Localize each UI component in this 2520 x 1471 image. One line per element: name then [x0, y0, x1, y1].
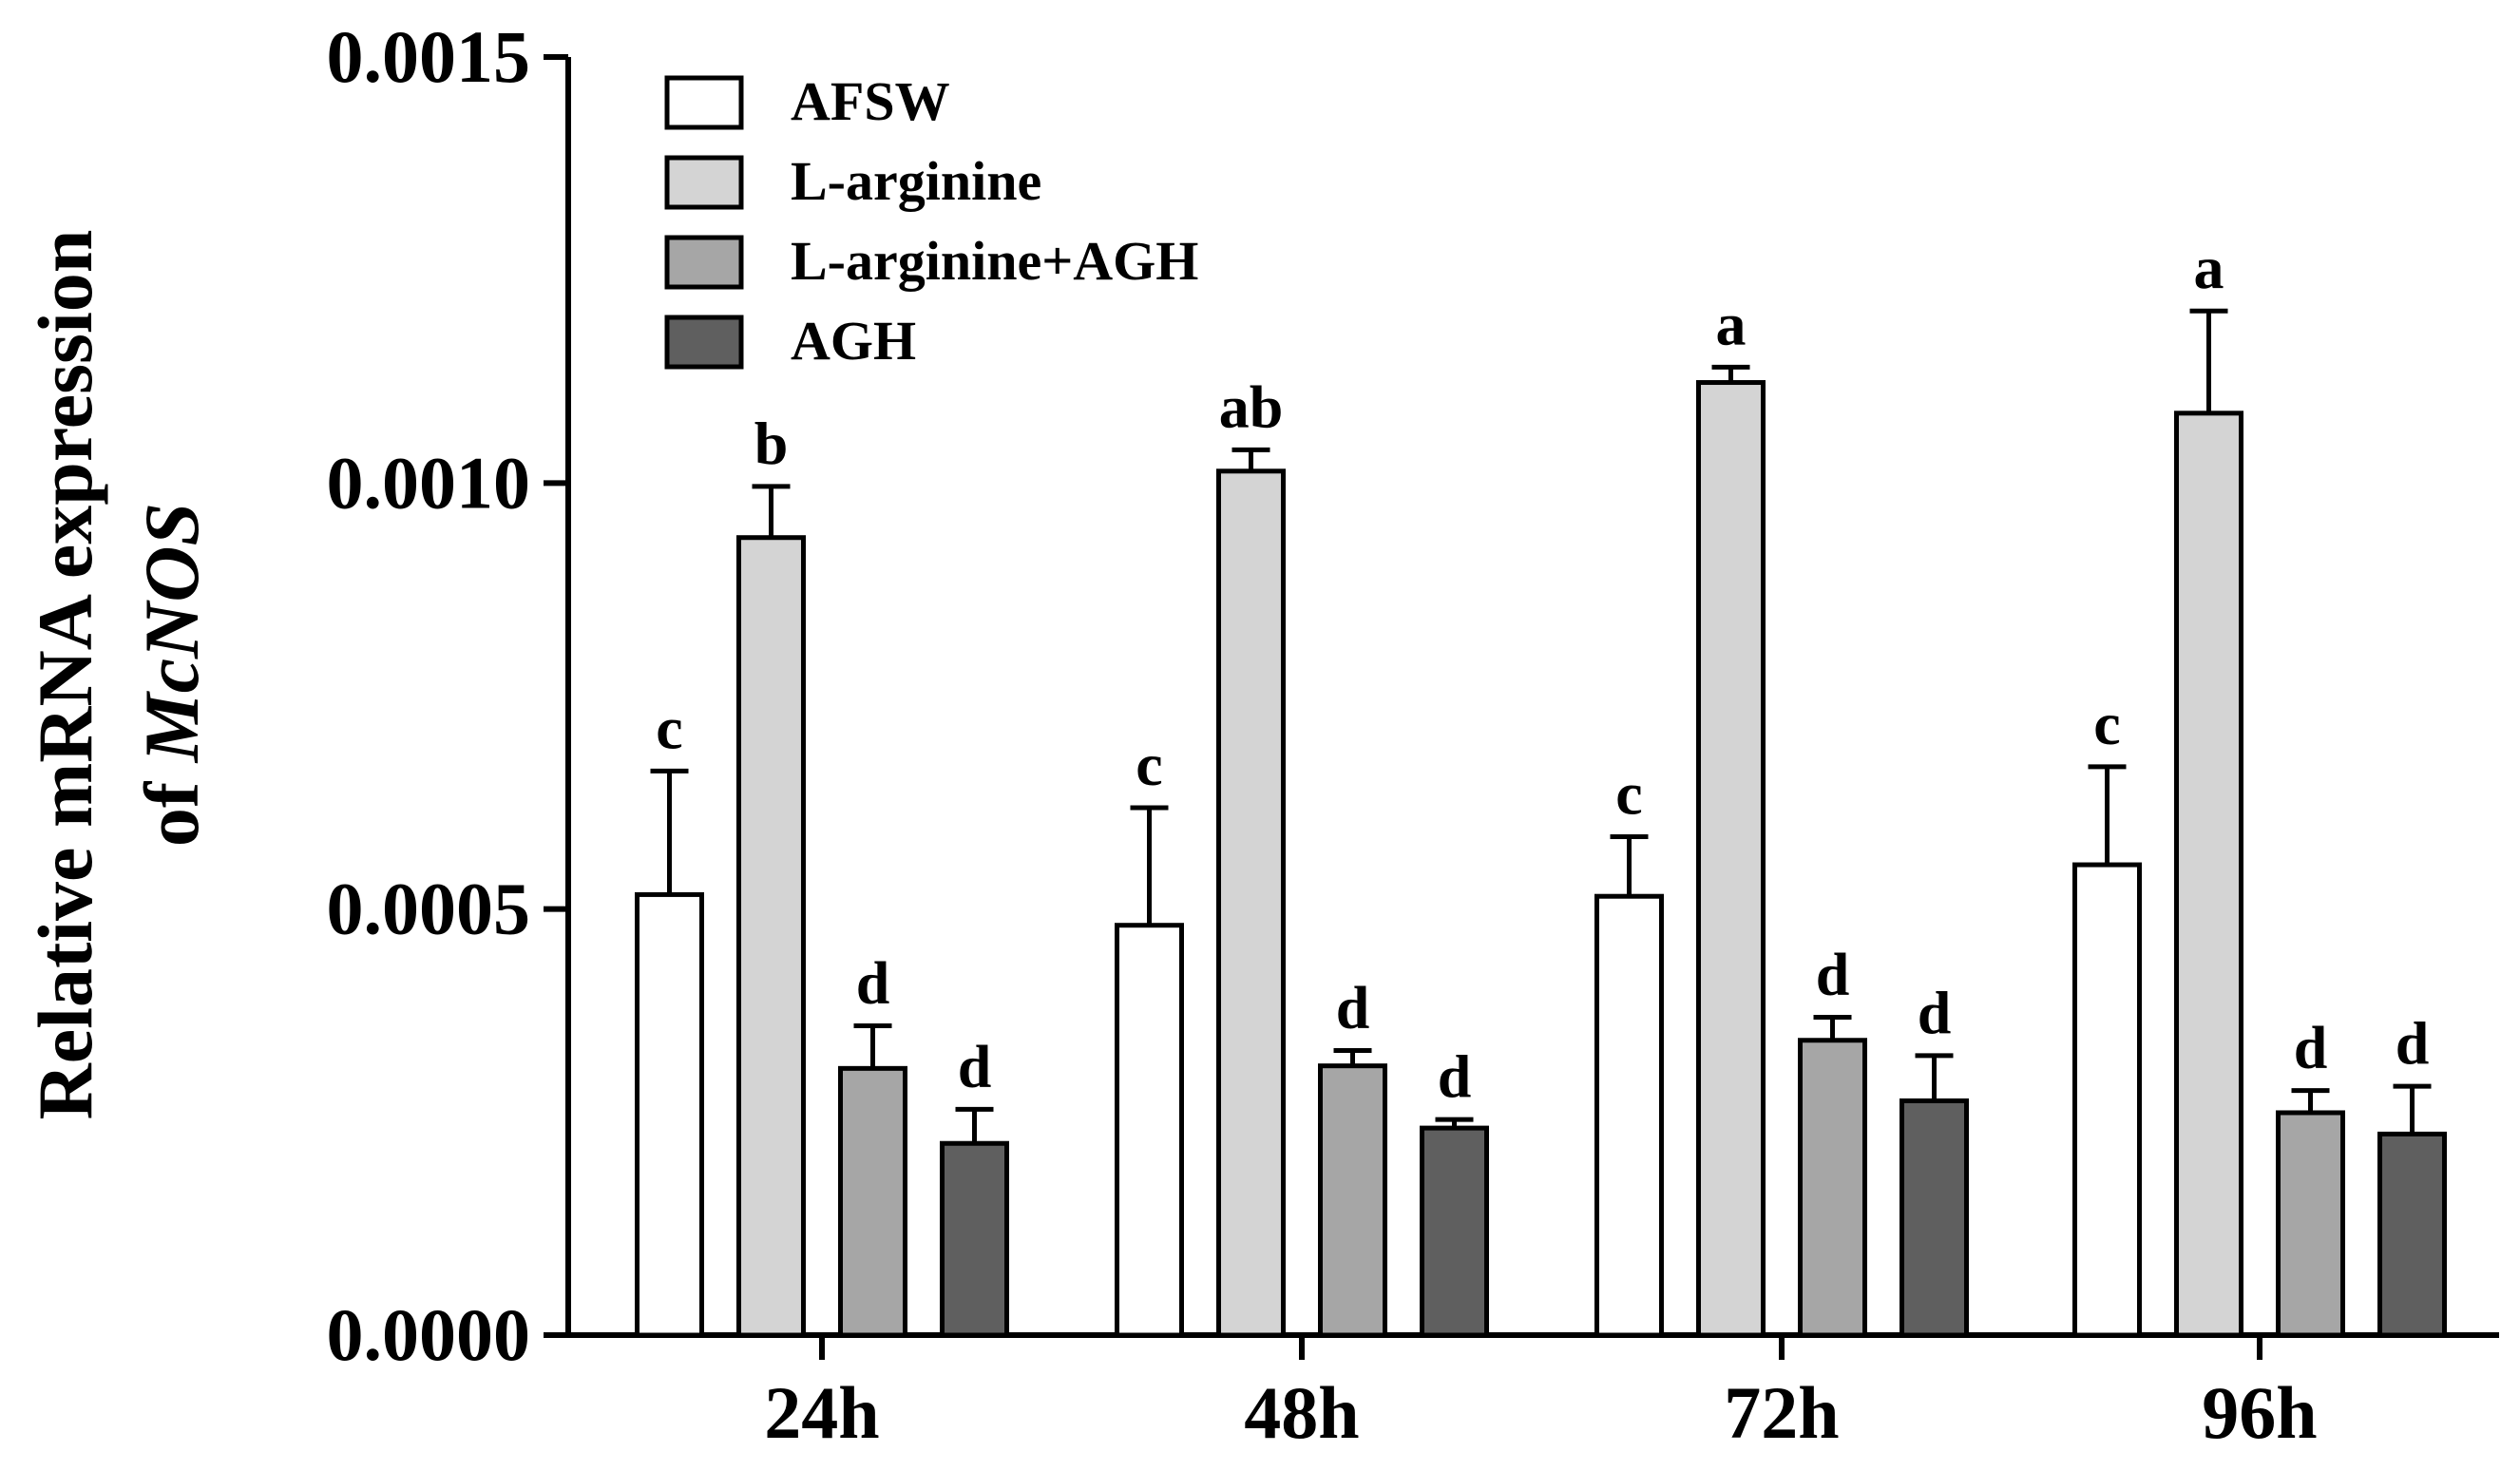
x-tick-label: 72h — [1724, 1371, 1839, 1454]
bar — [1115, 923, 1184, 1338]
x-tick-label: 24h — [764, 1371, 879, 1454]
significance-label: b — [754, 410, 789, 477]
significance-label: c — [656, 694, 682, 761]
y-tick-label: 0.0000 — [327, 1293, 531, 1376]
significance-label: c — [2093, 690, 2120, 757]
bar — [2072, 862, 2142, 1338]
x-tick-label: 48h — [1244, 1371, 1359, 1454]
legend: AFSW L-arginine L-arginine+AGH AGH — [664, 70, 1198, 372]
y-tick-label: 0.0005 — [327, 868, 531, 950]
significance-label: d — [1918, 979, 1952, 1046]
significance-label: d — [958, 1032, 992, 1099]
bars-group: c b d d c ab d d c a d d c a d d — [635, 234, 2447, 1338]
bar — [2377, 1131, 2447, 1338]
axes: 0.0000 0.0005 0.0010 0.0015 24h 48h 72h 96h — [327, 15, 2499, 1454]
legend-swatch — [664, 235, 744, 290]
legend-label: L-arginine+AGH — [791, 230, 1198, 292]
legend-swatch — [664, 315, 744, 370]
bar — [940, 1140, 1009, 1338]
significance-label: d — [2396, 1009, 2430, 1077]
bar — [1798, 1038, 1867, 1338]
legend-swatch — [664, 75, 744, 130]
bar — [1696, 380, 1766, 1338]
bar — [1318, 1063, 1387, 1338]
bar — [838, 1065, 907, 1338]
y-tick-label: 0.0015 — [327, 15, 531, 98]
y-axis-label: Relative mRNA expression — [22, 230, 108, 1120]
x-tick-label: 96h — [2202, 1371, 2317, 1454]
bar — [1900, 1098, 1969, 1338]
bar — [2276, 1110, 2345, 1338]
bar — [2174, 411, 2243, 1338]
significance-label: d — [1336, 974, 1370, 1041]
legend-label: AGH — [791, 310, 916, 372]
significance-label: a — [1716, 290, 1747, 357]
significance-label: d — [856, 949, 890, 1017]
y-tick-label: 0.0010 — [327, 441, 531, 524]
significance-label: d — [1816, 941, 1850, 1008]
bar — [635, 891, 704, 1338]
significance-label: d — [1438, 1042, 1472, 1110]
y-axis-label-gene: of McNOS — [128, 503, 215, 847]
bar — [1594, 893, 1664, 1338]
bar — [1420, 1125, 1489, 1338]
significance-label: a — [2194, 234, 2224, 301]
bar — [736, 535, 806, 1338]
legend-label: AFSW — [791, 70, 950, 132]
significance-label: c — [1615, 759, 1642, 827]
bar — [1216, 468, 1286, 1338]
significance-label: d — [2294, 1014, 2328, 1081]
significance-label: ab — [1219, 373, 1284, 440]
significance-label: c — [1136, 731, 1162, 798]
legend-label: L-arginine — [791, 150, 1041, 212]
legend-swatch — [664, 155, 744, 210]
